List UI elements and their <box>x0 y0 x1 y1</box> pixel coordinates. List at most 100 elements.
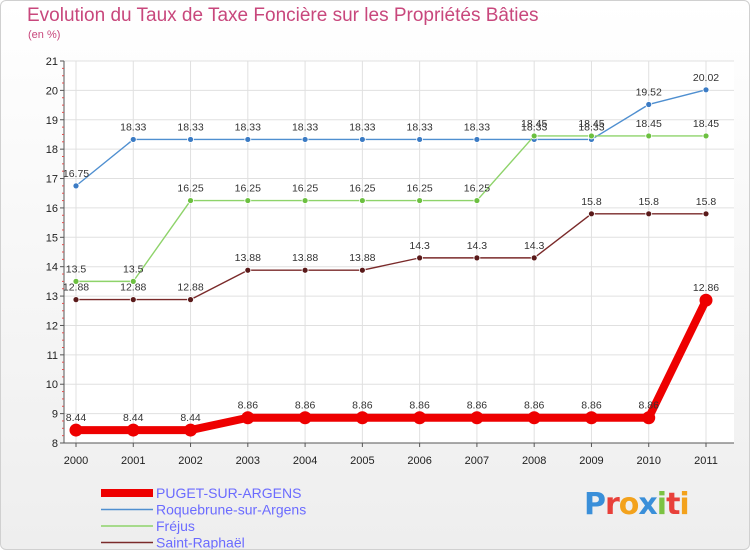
data-point <box>301 197 309 204</box>
y-tick-label: 13 <box>46 291 58 303</box>
data-label: 16.25 <box>177 183 203 195</box>
x-tick-label: 2009 <box>579 455 603 467</box>
data-point <box>584 411 598 425</box>
x-tick-label: 2002 <box>178 455 202 467</box>
data-label: 18.33 <box>349 121 375 133</box>
series-line <box>75 135 707 283</box>
data-label: 8.86 <box>238 400 259 412</box>
data-point <box>645 210 653 218</box>
x-tick-label: 2003 <box>236 455 260 467</box>
data-point <box>416 197 424 204</box>
data-label: 8.86 <box>639 400 660 412</box>
data-label: 8.44 <box>123 412 144 424</box>
y-tick-label: 9 <box>52 409 58 421</box>
data-point <box>298 411 312 425</box>
y-tick-label: 20 <box>46 85 58 97</box>
legend-label: PUGET-SUR-ARGENS <box>156 485 301 501</box>
data-label: 13.5 <box>66 263 87 275</box>
logo-letter: i <box>656 487 667 522</box>
y-tick-label: 16 <box>46 203 58 215</box>
data-label: 14.3 <box>409 240 430 252</box>
data-label: 18.33 <box>578 121 604 133</box>
data-point <box>358 197 366 204</box>
data-label: 18.45 <box>521 118 547 130</box>
data-point <box>187 136 194 143</box>
data-point <box>702 86 710 94</box>
chart-title: Evolution du Taux de Taxe Foncière sur l… <box>27 5 539 26</box>
data-point <box>473 136 481 143</box>
x-tick-label: 2010 <box>636 455 660 467</box>
x-tick-label: 2007 <box>465 455 489 467</box>
logo-letter: o <box>618 487 640 522</box>
data-label: 18.33 <box>177 121 203 133</box>
data-point <box>301 266 309 274</box>
x-tick-label: 2008 <box>522 455 546 467</box>
data-label: 18.33 <box>292 121 318 133</box>
data-label: 18.33 <box>120 121 146 133</box>
data-point <box>244 197 252 204</box>
y-tick-label: 8 <box>52 438 58 450</box>
data-point <box>416 136 424 143</box>
data-point <box>645 132 653 140</box>
data-point <box>642 411 656 425</box>
data-label: 16.25 <box>349 183 375 195</box>
x-tick-label: 2006 <box>407 455 431 467</box>
data-point <box>184 423 198 437</box>
data-point <box>129 136 137 143</box>
data-label: 18.45 <box>693 118 719 130</box>
data-point <box>530 132 538 140</box>
data-point <box>355 411 369 425</box>
data-point <box>126 423 140 437</box>
data-point <box>645 101 653 108</box>
data-point <box>470 411 484 425</box>
x-tick-label: 2000 <box>64 455 88 467</box>
data-label: 14.3 <box>467 240 488 252</box>
legend-label: Saint-Raphaël <box>156 535 245 550</box>
data-point <box>413 411 427 425</box>
y-tick-label: 19 <box>46 115 58 127</box>
data-label: 15.8 <box>696 196 717 208</box>
series-line <box>72 296 710 435</box>
data-label: 16.75 <box>63 168 89 180</box>
y-tick-label: 10 <box>46 379 58 391</box>
data-label: 13.88 <box>235 252 261 264</box>
data-label: 12.88 <box>177 282 203 294</box>
data-point <box>187 296 194 304</box>
data-label: 16.25 <box>464 183 490 195</box>
data-label: 18.33 <box>521 121 547 133</box>
data-label: 8.44 <box>66 412 87 424</box>
data-label: 8.44 <box>180 412 201 424</box>
y-tick-label: 12 <box>46 320 58 332</box>
data-label: 8.86 <box>524 400 545 412</box>
data-label: 20.02 <box>693 72 719 84</box>
data-label: 12.88 <box>120 282 146 294</box>
data-point <box>588 210 595 218</box>
data-point <box>301 136 309 143</box>
proxiti-logo: Proxiti <box>584 487 690 522</box>
chart-unit: (en %) <box>28 29 61 41</box>
data-label: 15.8 <box>639 196 660 208</box>
data-label: 18.45 <box>636 118 662 130</box>
data-label: 13.5 <box>123 263 144 275</box>
data-point <box>69 423 83 437</box>
y-tick-label: 17 <box>46 174 58 186</box>
data-label: 16.25 <box>292 183 318 195</box>
data-point <box>241 411 255 425</box>
data-label: 8.86 <box>409 400 430 412</box>
logo-letter: t <box>666 487 680 522</box>
data-label: 8.86 <box>352 400 373 412</box>
data-label: 8.86 <box>295 400 316 412</box>
data-label: 8.86 <box>581 400 602 412</box>
logo-letter: i <box>679 487 689 522</box>
data-point <box>72 296 80 304</box>
data-point <box>702 132 710 140</box>
series-line <box>75 213 707 301</box>
data-label: 13.88 <box>292 252 318 264</box>
y-tick-label: 14 <box>46 262 58 274</box>
data-point <box>358 136 366 143</box>
legend-label: Roquebrune-sur-Argens <box>156 502 306 518</box>
data-point <box>244 136 252 143</box>
logo-letter: P <box>584 487 606 522</box>
data-label: 8.86 <box>467 400 488 412</box>
